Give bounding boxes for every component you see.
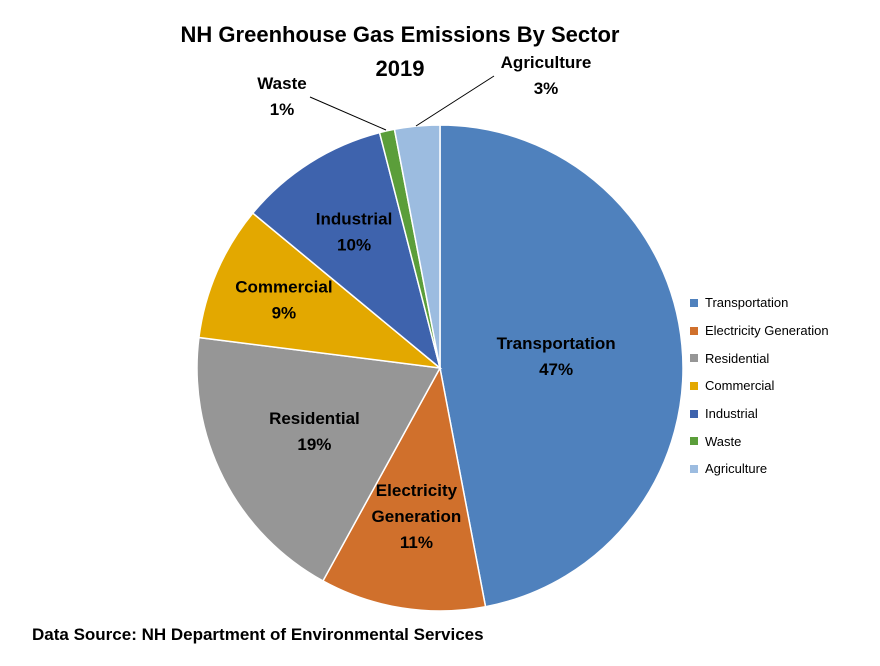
pie-slice-transportation bbox=[439, 124, 684, 608]
leader-line-waste bbox=[309, 96, 387, 131]
legend-swatch-agriculture bbox=[690, 464, 698, 473]
legend-label-industrial: Industrial bbox=[705, 406, 758, 422]
chart-title: NH Greenhouse Gas Emissions By Sector bbox=[180, 22, 620, 47]
pie-slice-industrial bbox=[251, 131, 442, 371]
pie-slice-electricity-generation bbox=[321, 365, 487, 612]
pie-slice-agriculture bbox=[393, 124, 441, 369]
legend-swatch-transportation bbox=[690, 298, 698, 307]
pie-slice-commercial bbox=[198, 212, 443, 370]
leader-line-agriculture bbox=[415, 75, 495, 127]
slice-label-industrial: Industrial 10% bbox=[316, 210, 393, 255]
pie-slice-residential bbox=[196, 336, 442, 582]
legend-item-electricity-generation: Electricity Generation bbox=[690, 317, 829, 345]
slice-label-electricity-generation: Electricity Generation 11% bbox=[372, 481, 462, 552]
slice-label-agriculture: Agriculture 3% bbox=[501, 53, 592, 98]
chart-legend: Transportation Electricity Generation Resi… bbox=[690, 289, 829, 483]
legend-label-agriculture: Agriculture bbox=[705, 461, 768, 477]
legend-swatch-residential bbox=[690, 354, 698, 363]
slice-label-waste: Waste 1% bbox=[257, 74, 306, 119]
legend-label-transportation: Transportation bbox=[705, 295, 789, 311]
legend-item-commercial: Commercial bbox=[690, 372, 829, 400]
legend-item-transportation: Transportation bbox=[690, 289, 829, 317]
legend-swatch-industrial bbox=[690, 409, 698, 418]
legend-item-residential: Residential bbox=[690, 344, 829, 372]
legend-swatch-electricity-generation bbox=[690, 326, 698, 335]
legend-swatch-waste bbox=[690, 437, 698, 446]
legend-label-waste: Waste bbox=[705, 433, 742, 449]
legend-item-industrial: Industrial bbox=[690, 400, 829, 428]
slice-label-residential: Residential 19% bbox=[269, 409, 360, 454]
legend-item-waste: Waste bbox=[690, 427, 829, 455]
legend-label-residential: Residential bbox=[705, 350, 770, 366]
legend-label-commercial: Commercial bbox=[705, 378, 775, 394]
slice-label-commercial: Commercial 9% bbox=[235, 277, 332, 322]
legend-label-electricity-generation: Electricity Generation bbox=[705, 323, 829, 339]
data-source-note: Data Source: NH Department of Environmen… bbox=[32, 625, 484, 644]
legend-swatch-commercial bbox=[690, 381, 698, 390]
chart-subtitle-year: 2019 bbox=[375, 56, 425, 81]
legend-item-agriculture: Agriculture bbox=[690, 455, 829, 483]
slice-label-transportation: Transportation 47% bbox=[497, 334, 616, 379]
